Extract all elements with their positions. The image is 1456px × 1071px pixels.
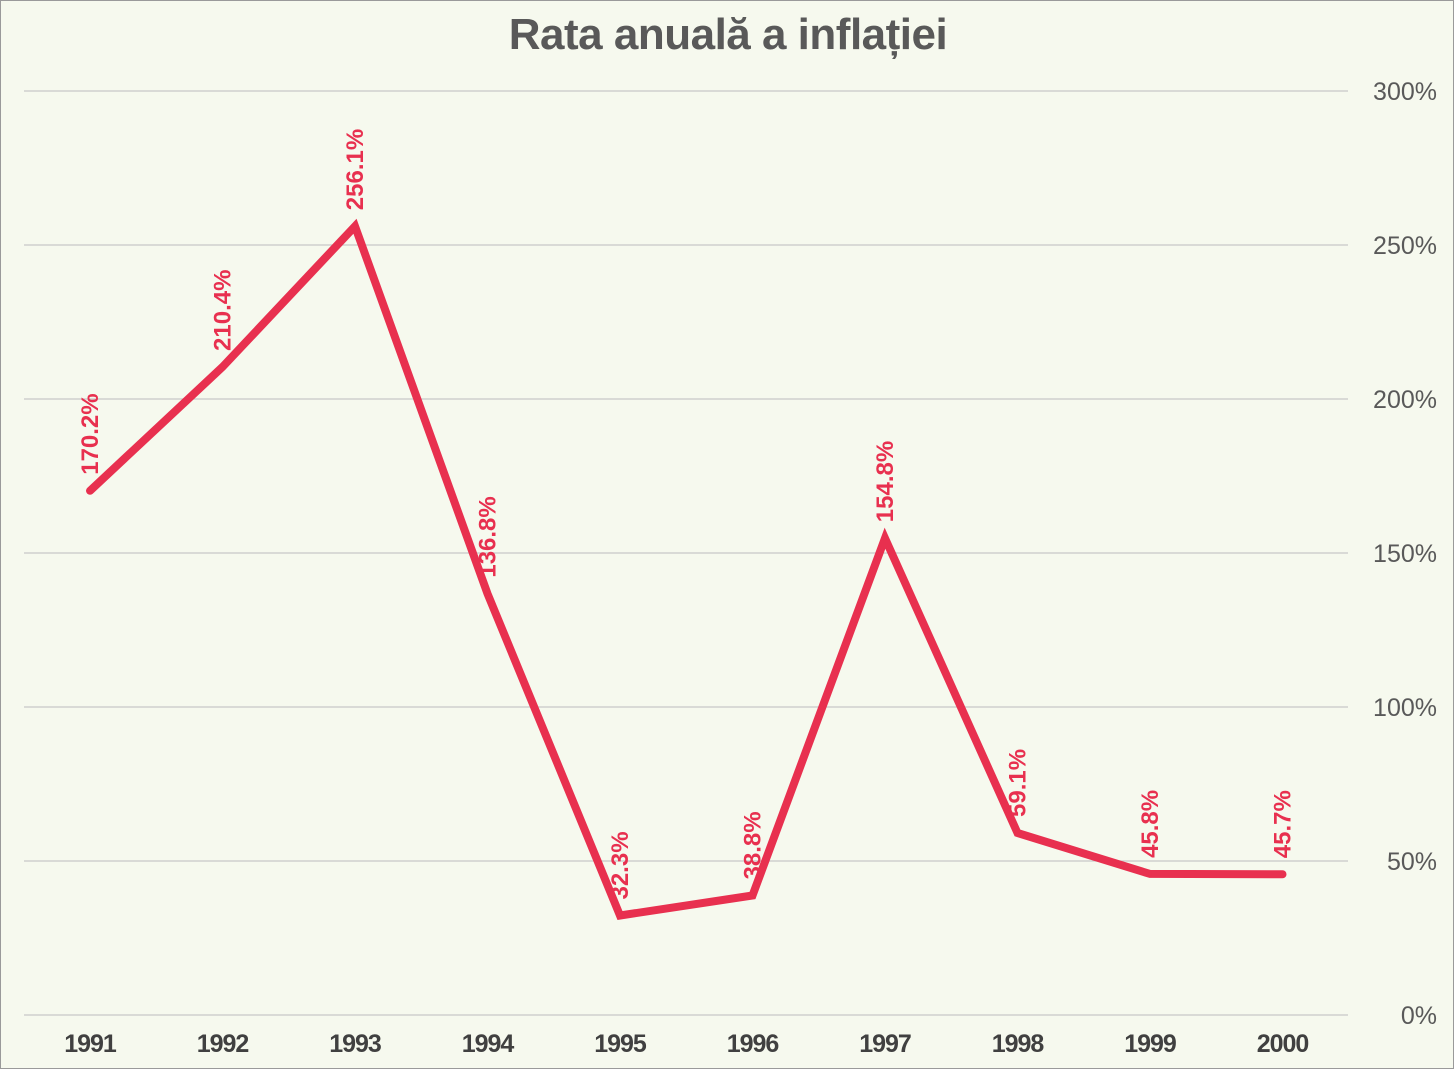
x-tick-label: 1993 [329,1030,381,1058]
data-label: 154.8% [872,441,899,522]
data-point [220,364,225,369]
data-point [618,913,622,918]
x-tick-label: 1999 [1124,1030,1176,1058]
y-tick-label: 300% [1373,78,1437,106]
series-line [86,218,1287,920]
data-label: 45.8% [1137,790,1164,858]
y-tick-label: 200% [1373,386,1437,414]
y-tick-label: 100% [1373,694,1437,722]
data-point [750,893,755,898]
data-label: 136.8% [475,496,502,577]
data-label: 45.7% [1270,790,1297,858]
x-tick-label: 1998 [992,1030,1045,1058]
x-tick-label: 1991 [64,1030,117,1058]
x-tick-label: 2000 [1257,1030,1309,1058]
y-tick-label: 0% [1401,1002,1437,1030]
data-point [1148,871,1152,876]
x-tick-label: 1996 [727,1030,779,1058]
data-point [883,536,887,541]
data-label: 256.1% [342,129,369,210]
data-point [1280,872,1285,877]
data-label: 170.2% [77,393,104,474]
data-point [1015,830,1020,835]
x-tick-label: 1994 [462,1030,515,1058]
chart-title: Rata anuală a inflației [508,10,948,59]
x-tick-label: 1997 [859,1030,911,1058]
data-label: 59.1% [1005,749,1032,817]
x-tick-label: 1992 [197,1030,249,1058]
y-tick-label: 250% [1373,232,1437,260]
y-tick-label: 50% [1387,848,1437,876]
data-point [353,224,357,229]
x-tick-label: 1995 [594,1030,647,1058]
data-label: 38.8% [740,811,767,879]
data-point [485,591,490,596]
data-point [88,488,92,493]
y-tick-label: 150% [1373,540,1437,568]
data-label: 32.3% [607,831,634,899]
data-label: 210.4% [210,270,237,351]
